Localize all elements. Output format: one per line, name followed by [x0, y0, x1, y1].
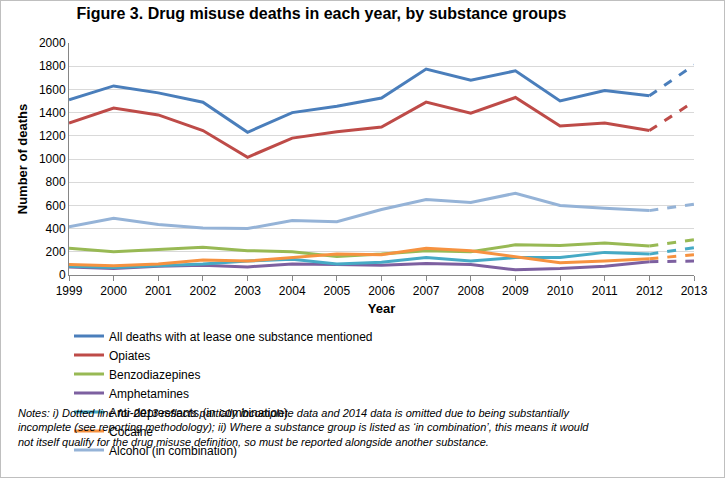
svg-text:400: 400 [46, 222, 66, 236]
svg-text:2004: 2004 [279, 284, 306, 298]
svg-text:2009: 2009 [502, 284, 529, 298]
svg-text:Figure 3. Drug misuse deaths i: Figure 3. Drug misuse deaths in each yea… [77, 5, 567, 22]
svg-text:Amphetamines: Amphetamines [109, 387, 189, 401]
svg-text:0: 0 [59, 268, 66, 282]
svg-text:Alcohol (in combination): Alcohol (in combination) [109, 444, 237, 458]
svg-text:Number of deaths: Number of deaths [15, 104, 30, 215]
svg-text:1800: 1800 [39, 59, 66, 73]
svg-text:2013: 2013 [681, 284, 708, 298]
svg-text:2000: 2000 [39, 36, 66, 50]
svg-text:600: 600 [46, 199, 66, 213]
svg-text:Cocaine: Cocaine [109, 425, 153, 439]
svg-text:Notes: i) Dotted line for 2013: Notes: i) Dotted line for 2013 reflects … [18, 407, 589, 448]
svg-text:2011: 2011 [592, 284, 618, 298]
svg-text:2007: 2007 [413, 284, 440, 298]
svg-text:1200: 1200 [39, 129, 66, 143]
svg-text:2012: 2012 [636, 284, 663, 298]
svg-text:2006: 2006 [368, 284, 395, 298]
svg-text:2008: 2008 [457, 284, 484, 298]
svg-text:2002: 2002 [190, 284, 217, 298]
svg-text:200: 200 [46, 245, 66, 259]
svg-text:2003: 2003 [234, 284, 261, 298]
svg-text:1000: 1000 [39, 152, 66, 166]
svg-text:Opiates: Opiates [109, 349, 150, 363]
svg-text:2001: 2001 [145, 284, 172, 298]
svg-text:2010: 2010 [547, 284, 574, 298]
svg-text:1999: 1999 [56, 284, 83, 298]
svg-text:2005: 2005 [324, 284, 351, 298]
svg-text:2000: 2000 [100, 284, 127, 298]
svg-text:Year: Year [368, 301, 395, 316]
svg-text:800: 800 [46, 175, 66, 189]
svg-text:All deaths with at lease one s: All deaths with at lease one substance m… [109, 330, 373, 344]
svg-text:Benzodiazepines: Benzodiazepines [109, 368, 200, 382]
svg-text:Anti-depressants (in combinati: Anti-depressants (in combination) [109, 406, 288, 420]
svg-text:1400: 1400 [39, 106, 66, 120]
svg-text:1600: 1600 [39, 83, 66, 97]
